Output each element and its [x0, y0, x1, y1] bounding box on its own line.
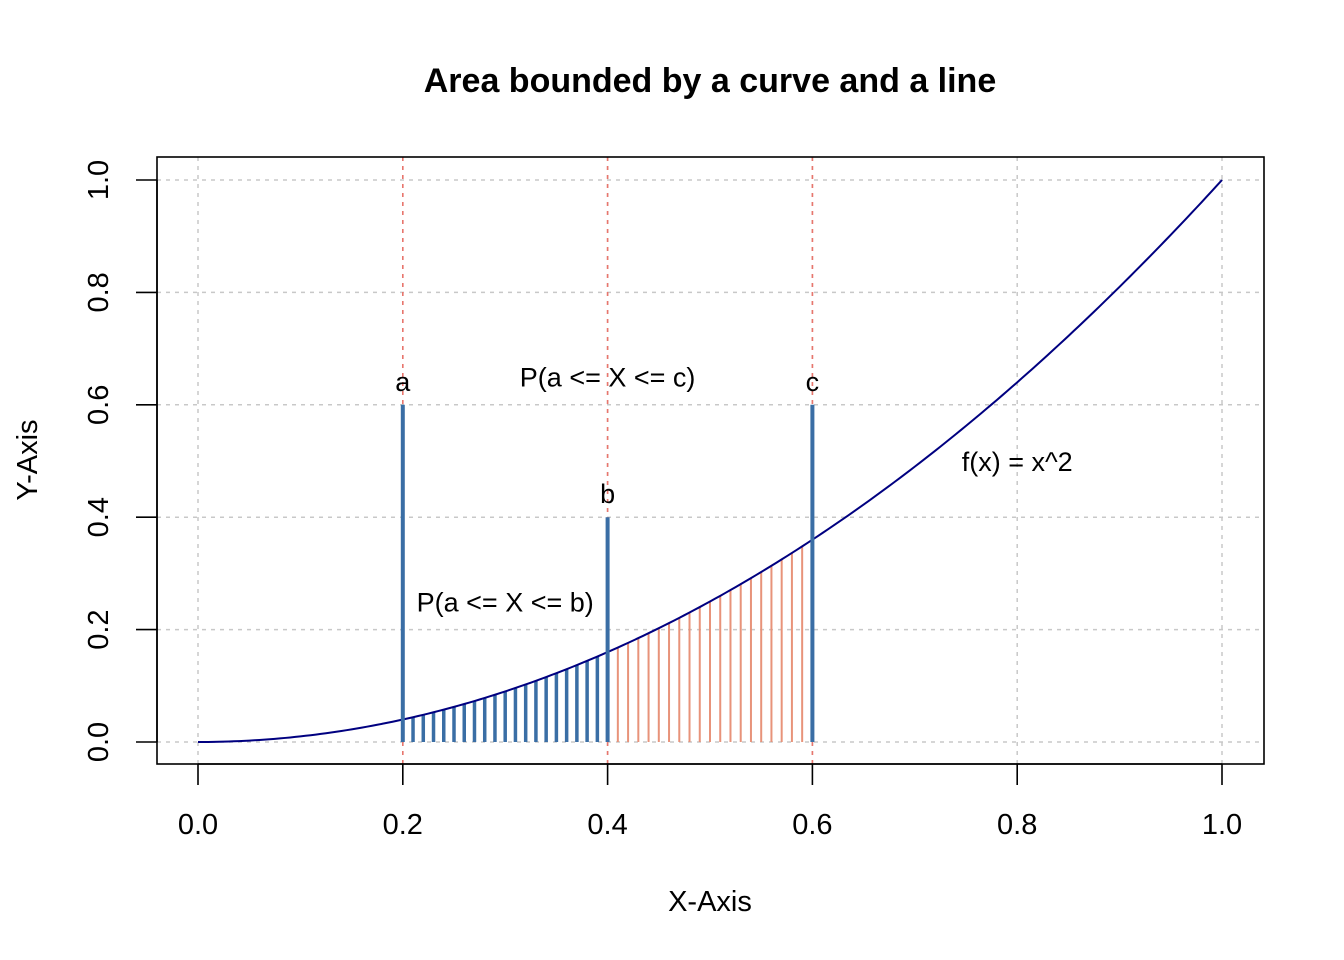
markers: a b c: [395, 367, 819, 742]
marker-label-c: c: [806, 367, 820, 397]
x-tick-label-3: 0.6: [792, 809, 832, 841]
curve-fx: [197, 179, 1223, 743]
chart-title: Area bounded by a curve and a line: [424, 62, 997, 100]
x-tick-label-2: 0.4: [587, 809, 627, 841]
y-tick-label-1: 0.2: [83, 609, 115, 649]
x-tick-label-4: 0.8: [997, 809, 1037, 841]
x-axis-label: X-Axis: [668, 886, 752, 918]
y-axis: 0.0 0.2 0.4 0.6 0.8 1.0: [83, 160, 158, 762]
y-tick-label-0: 0.0: [83, 722, 115, 762]
x-tick-label-0: 0.0: [178, 809, 218, 841]
shaded-regions: [411, 546, 804, 742]
y-tick-label-4: 0.8: [83, 272, 115, 312]
y-tick-label-5: 1.0: [83, 160, 115, 200]
region-label-0: P(a <= X <= b): [417, 588, 594, 618]
y-tick-label-2: 0.4: [83, 497, 115, 537]
x-axis: 0.0 0.2 0.4 0.6 0.8 1.0: [178, 763, 1242, 841]
x-tick-label-1: 0.2: [383, 809, 423, 841]
marker-label-b: b: [600, 479, 615, 509]
annotations: P(a <= X <= b) P(a <= X <= c) f(x) = x^2: [417, 363, 1073, 618]
region-label-1: P(a <= X <= c): [520, 363, 696, 393]
marker-label-a: a: [395, 367, 411, 397]
x-tick-label-5: 1.0: [1202, 809, 1242, 841]
y-axis-label: Y-Axis: [12, 419, 44, 500]
curve-label: f(x) = x^2: [962, 447, 1073, 477]
y-tick-label-3: 0.6: [83, 385, 115, 425]
